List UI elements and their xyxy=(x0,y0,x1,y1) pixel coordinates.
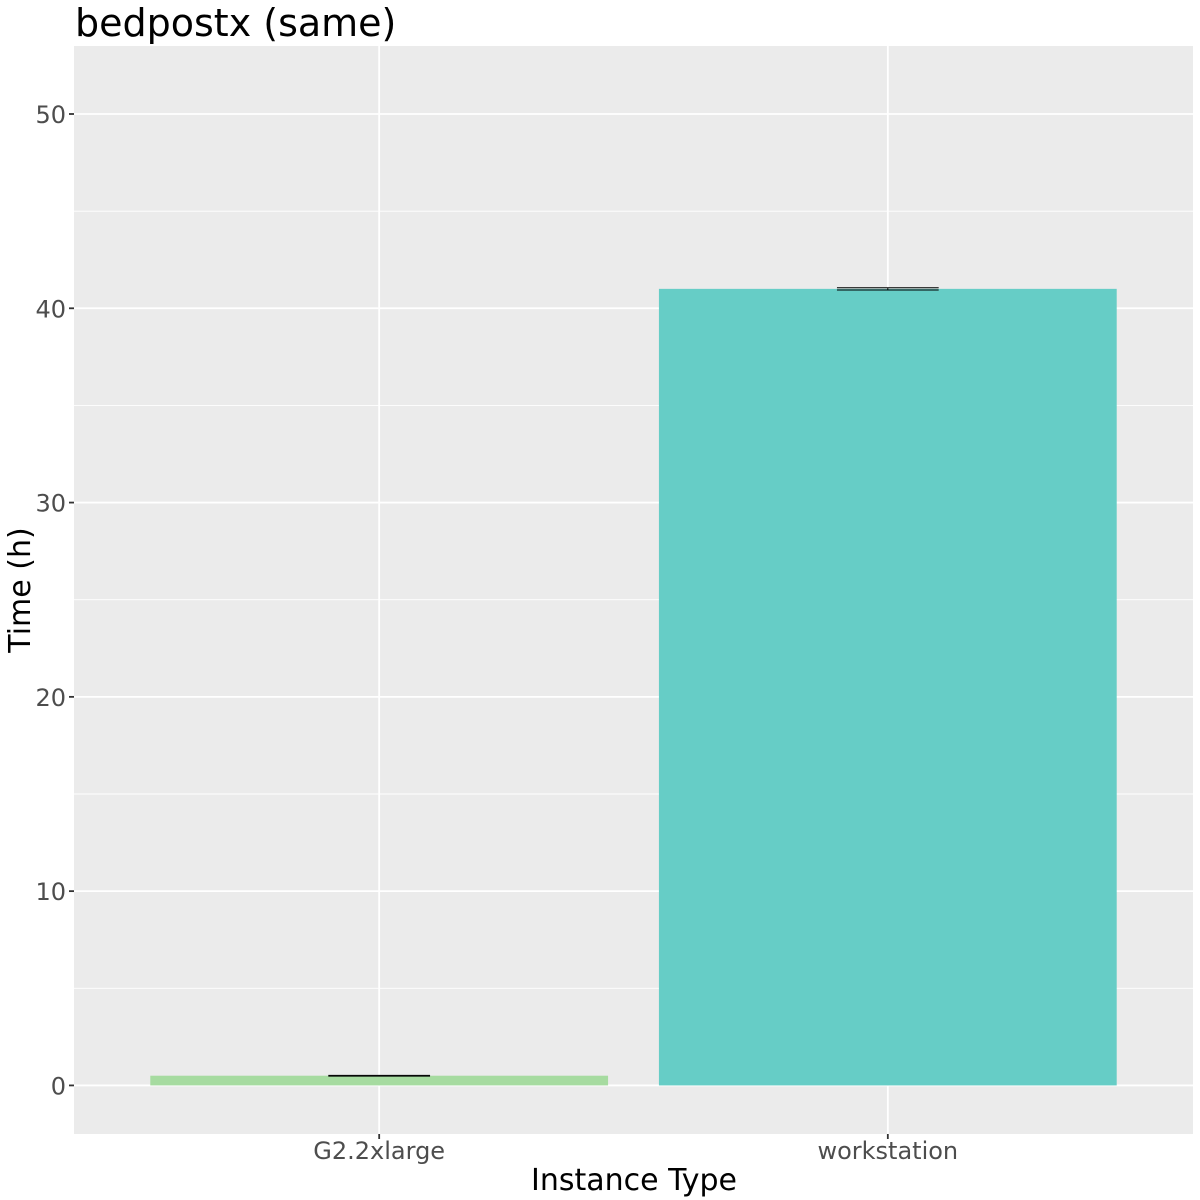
y-axis-ticks: 0 10 20 30 40 50 xyxy=(35,101,74,1100)
x-tick-label: workstation xyxy=(817,1137,958,1165)
error-bar xyxy=(328,1074,431,1077)
error-bar xyxy=(836,287,939,291)
y-tick-label: 20 xyxy=(35,684,66,712)
bars xyxy=(150,288,1117,1086)
x-axis-ticks: G2.2xlarge workstation xyxy=(313,1134,958,1165)
bar-workstation xyxy=(658,288,1117,1086)
y-axis-title: Time (h) xyxy=(3,527,38,653)
error-bars xyxy=(328,287,939,1077)
y-tick-label: 30 xyxy=(35,490,66,518)
bar-g2-2xlarge xyxy=(150,1075,609,1086)
x-axis-title: Instance Type xyxy=(531,1163,737,1198)
y-tick-label: 0 xyxy=(51,1072,66,1100)
y-tick-label: 10 xyxy=(35,878,66,906)
chart-title: bedpostx (same) xyxy=(75,1,396,45)
y-tick-label: 50 xyxy=(35,101,66,129)
x-tick-label: G2.2xlarge xyxy=(313,1137,445,1165)
y-tick-label: 40 xyxy=(35,295,66,323)
